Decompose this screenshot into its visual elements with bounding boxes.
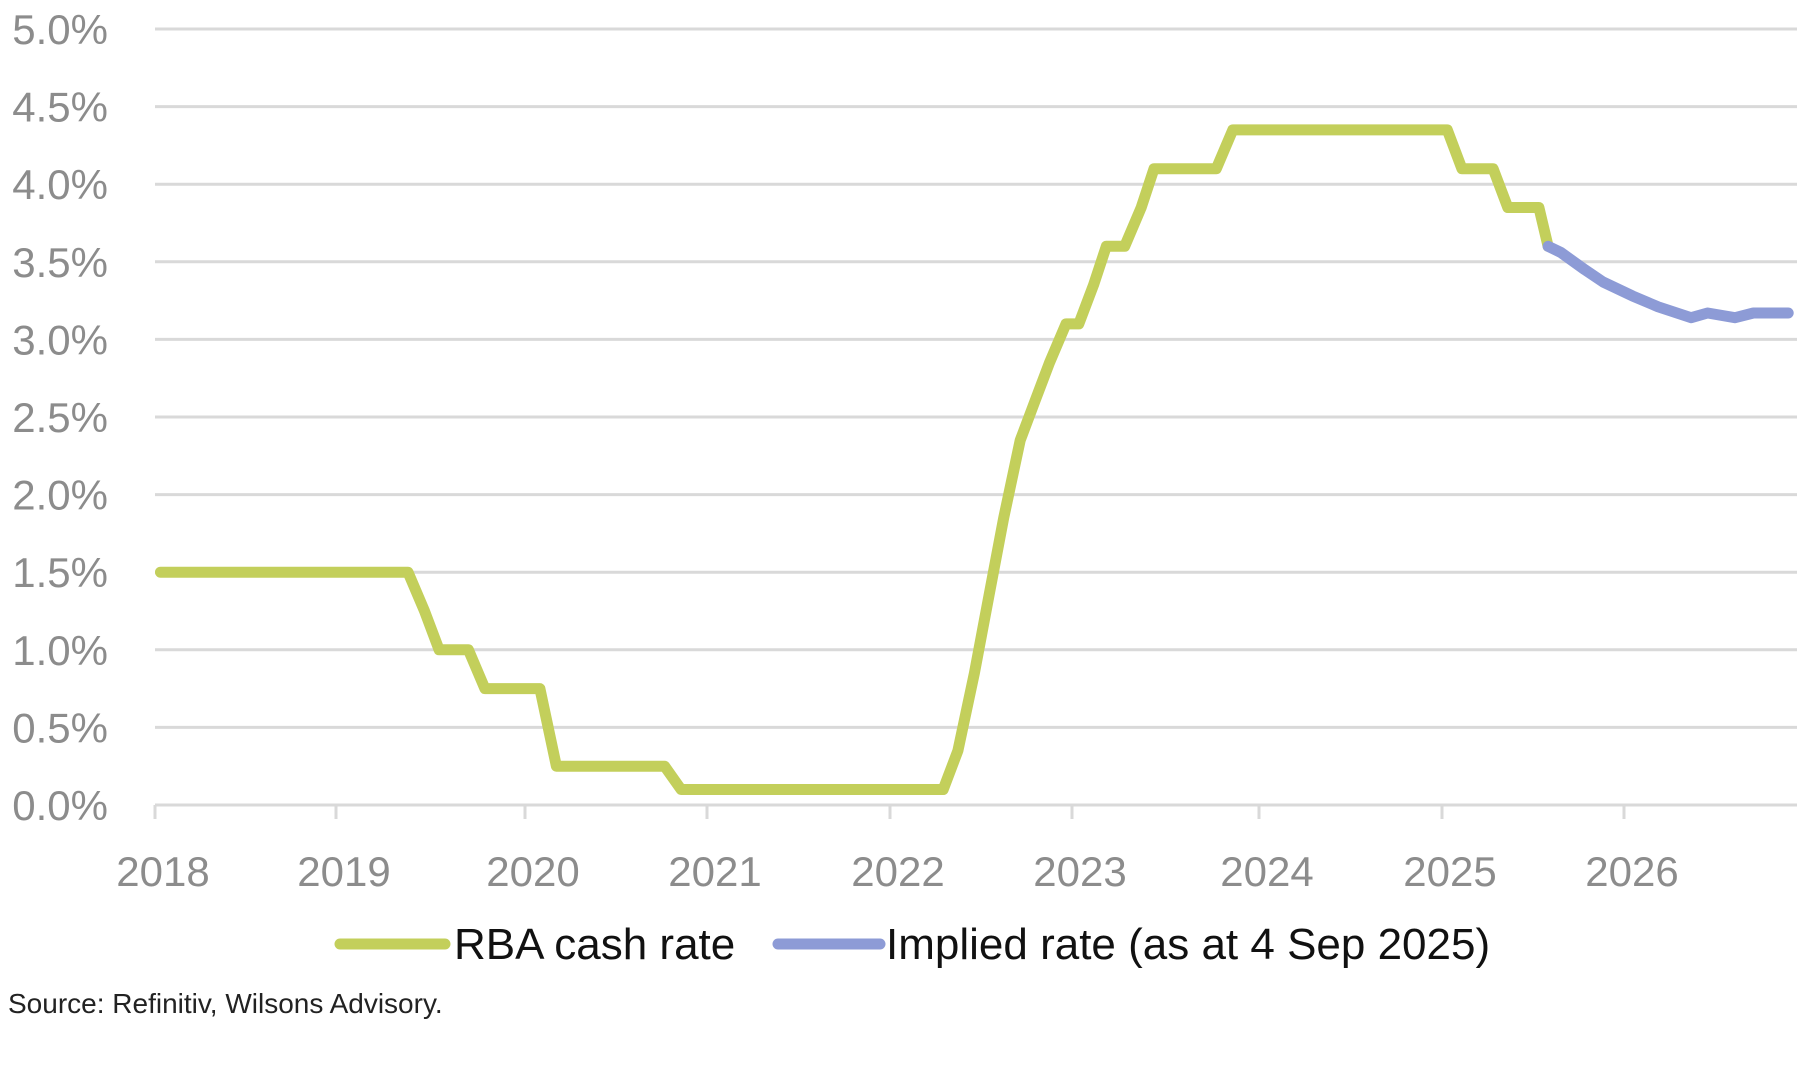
- legend-label-rba: RBA cash rate: [454, 920, 735, 969]
- y-tick-label: 4.5%: [12, 84, 108, 131]
- x-tick-label: 2023: [1033, 848, 1126, 895]
- y-tick-label: 4.0%: [12, 161, 108, 208]
- x-tick-label: 2018: [116, 848, 209, 895]
- y-tick-label: 0.5%: [12, 704, 108, 751]
- y-tick-label: 5.0%: [12, 6, 108, 53]
- implied-rate-line: [1542, 240, 1794, 324]
- y-tick-label: 1.0%: [12, 627, 108, 674]
- x-tick-label: 2019: [297, 848, 390, 895]
- y-tick-label: 2.5%: [12, 394, 108, 441]
- y-tick-label: 1.5%: [12, 549, 108, 596]
- legend-label-implied: Implied rate (as at 4 Sep 2025): [886, 920, 1490, 969]
- x-tick-label: 2026: [1585, 848, 1678, 895]
- x-tick-label: 2025: [1403, 848, 1496, 895]
- y-tick-label: 3.5%: [12, 239, 108, 286]
- x-tick-label: 2024: [1220, 848, 1313, 895]
- y-tick-label: 3.0%: [12, 316, 108, 363]
- x-tick-label: 2021: [668, 848, 761, 895]
- source-note: Source: Refinitiv, Wilsons Advisory.: [8, 988, 443, 1019]
- y-tick-label: 2.0%: [12, 472, 108, 519]
- rba-cash-rate-line: [155, 124, 1554, 795]
- x-tick-label: 2020: [486, 848, 579, 895]
- y-tick-label: 0.0%: [12, 782, 108, 829]
- x-tick-label: 2022: [851, 848, 944, 895]
